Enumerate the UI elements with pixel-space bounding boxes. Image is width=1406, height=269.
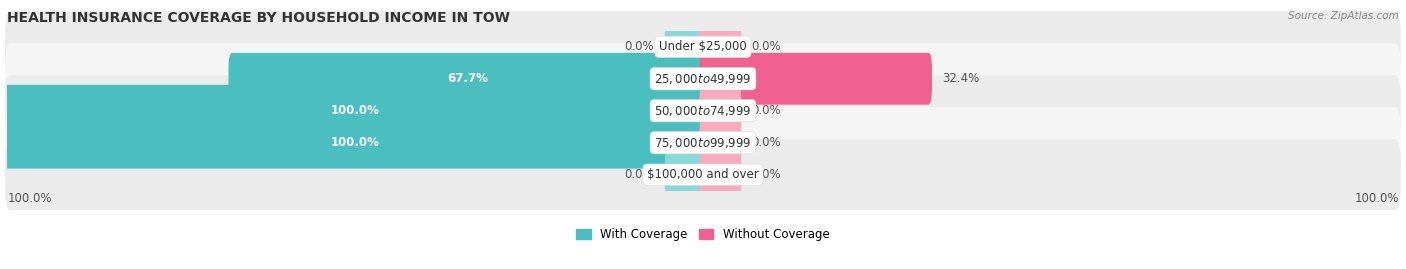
FancyBboxPatch shape [665,21,706,73]
Text: Under $25,000: Under $25,000 [659,40,747,53]
FancyBboxPatch shape [6,107,1400,178]
FancyBboxPatch shape [700,117,741,169]
Text: 0.0%: 0.0% [752,40,782,53]
Text: 0.0%: 0.0% [752,104,782,117]
Text: $25,000 to $49,999: $25,000 to $49,999 [654,72,752,86]
Text: 0.0%: 0.0% [752,168,782,181]
FancyBboxPatch shape [700,21,741,73]
Text: 67.7%: 67.7% [447,72,488,85]
Text: 32.4%: 32.4% [942,72,980,85]
Legend: With Coverage, Without Coverage: With Coverage, Without Coverage [572,223,834,246]
Text: Source: ZipAtlas.com: Source: ZipAtlas.com [1288,11,1399,21]
FancyBboxPatch shape [4,85,706,137]
Text: $100,000 and over: $100,000 and over [647,168,759,181]
Text: 0.0%: 0.0% [752,136,782,149]
Text: 100.0%: 100.0% [330,136,380,149]
Text: $50,000 to $74,999: $50,000 to $74,999 [654,104,752,118]
FancyBboxPatch shape [665,149,706,201]
FancyBboxPatch shape [700,85,741,137]
FancyBboxPatch shape [6,75,1400,146]
FancyBboxPatch shape [700,149,741,201]
Text: 100.0%: 100.0% [1354,192,1399,205]
Text: 100.0%: 100.0% [7,192,52,205]
Text: 0.0%: 0.0% [624,168,654,181]
FancyBboxPatch shape [6,139,1400,210]
FancyBboxPatch shape [4,117,706,169]
FancyBboxPatch shape [6,11,1400,82]
FancyBboxPatch shape [700,53,932,105]
Text: 0.0%: 0.0% [624,40,654,53]
Text: 100.0%: 100.0% [330,104,380,117]
FancyBboxPatch shape [6,43,1400,114]
FancyBboxPatch shape [228,53,706,105]
Text: $75,000 to $99,999: $75,000 to $99,999 [654,136,752,150]
Text: HEALTH INSURANCE COVERAGE BY HOUSEHOLD INCOME IN TOW: HEALTH INSURANCE COVERAGE BY HOUSEHOLD I… [7,12,510,26]
